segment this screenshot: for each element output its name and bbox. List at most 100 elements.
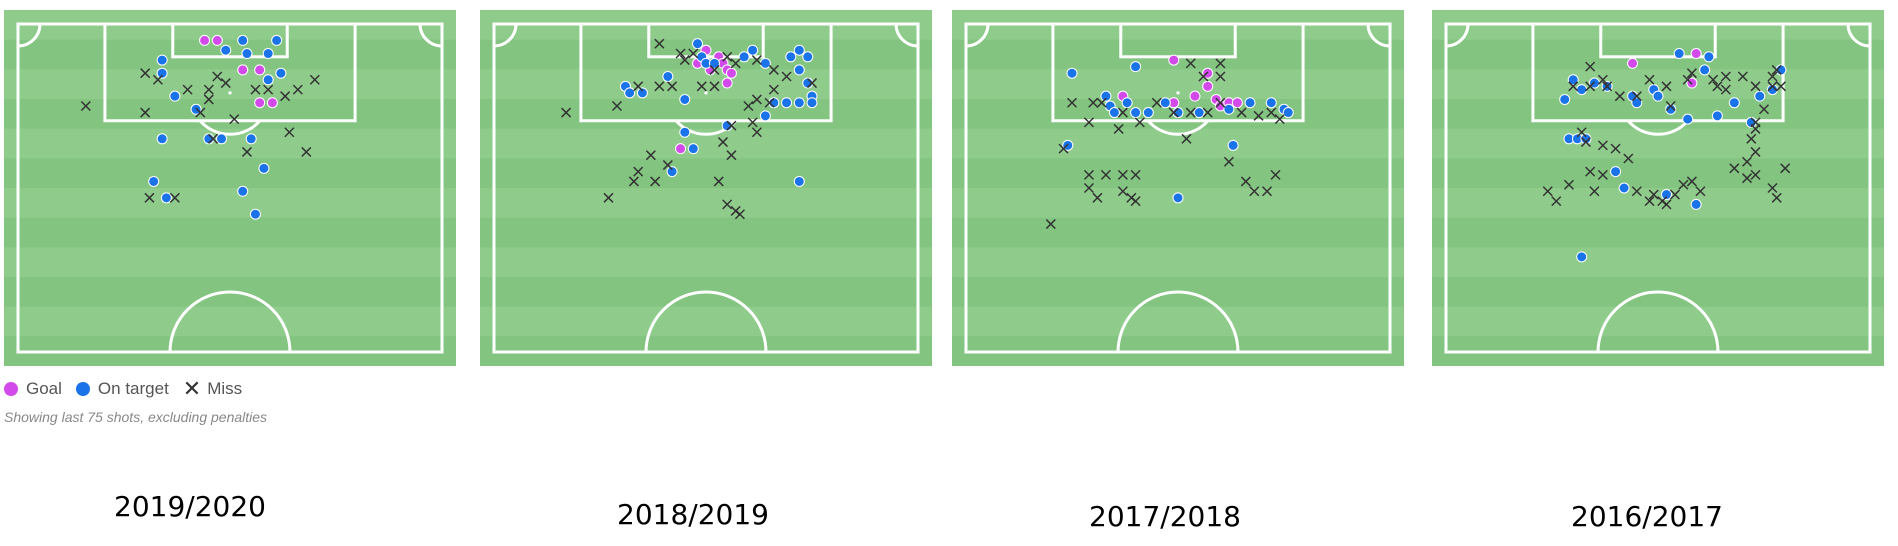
corner-arc-left	[17, 23, 42, 48]
shot-miss	[1096, 97, 1107, 108]
shot-miss	[1083, 169, 1094, 180]
shot-goal	[254, 64, 266, 76]
shot-miss	[717, 137, 728, 148]
pitch-stripe	[952, 247, 1404, 278]
shot-miss	[1580, 137, 1591, 148]
centre-circle	[168, 290, 292, 353]
shot-miss	[1185, 58, 1196, 69]
shot-miss	[1720, 84, 1731, 95]
shot-miss	[195, 107, 206, 118]
shot-miss	[1767, 71, 1778, 82]
shots-note: Showing last 75 shots, excluding penalti…	[4, 409, 268, 425]
shot-miss	[1198, 71, 1209, 82]
shot-miss	[1771, 64, 1782, 75]
shot-miss	[654, 81, 665, 92]
shot-miss	[1223, 156, 1234, 167]
shot-miss	[764, 97, 775, 108]
shot-miss	[284, 127, 295, 138]
shot-miss	[611, 100, 622, 112]
shot-on-target	[1130, 107, 1142, 119]
shot-on-target	[1711, 110, 1723, 122]
shot-on-target	[156, 54, 168, 66]
shot-miss	[806, 78, 818, 89]
pitch-stripe	[1432, 39, 1884, 70]
shot-miss	[1610, 143, 1621, 154]
shot-miss	[1767, 81, 1778, 92]
shot-goal	[1690, 48, 1702, 60]
shot-miss	[1682, 74, 1693, 85]
shot-miss	[781, 71, 792, 82]
shot-miss	[768, 64, 779, 75]
shot-miss	[1758, 104, 1770, 115]
shot-miss	[603, 192, 614, 203]
pitch-svg	[1432, 10, 1884, 366]
pitch-svg	[480, 10, 932, 366]
shot-on-target	[679, 93, 691, 105]
centre-circle	[1596, 290, 1720, 353]
shot-on-target	[237, 34, 249, 46]
shot-miss	[1266, 107, 1277, 118]
pitch-stripe	[952, 39, 1404, 70]
pitch-stripe	[952, 217, 1404, 248]
shot-miss	[1117, 107, 1128, 118]
legend-goal: Goal	[4, 379, 62, 399]
six-yard-box	[1599, 22, 1717, 59]
shot-miss	[1100, 169, 1111, 180]
shot-miss	[1644, 196, 1655, 207]
shot-miss	[645, 150, 656, 161]
shot-miss	[1181, 133, 1192, 144]
shot-miss	[1563, 179, 1574, 190]
shot-on-target	[160, 192, 172, 204]
shot-on-target	[1576, 251, 1588, 263]
shot-miss	[1215, 71, 1226, 82]
shot-on-target	[1652, 90, 1664, 102]
shot-on-target	[781, 97, 793, 109]
shot-miss	[1686, 68, 1697, 79]
shot-miss	[751, 127, 762, 138]
shot-miss	[633, 81, 644, 92]
shot-miss	[1151, 97, 1162, 108]
shot-goal	[721, 77, 733, 89]
shot-miss	[1720, 71, 1731, 82]
shot-miss	[1750, 117, 1761, 128]
pitch-stripe	[952, 69, 1404, 100]
pitch-chart-2019-2020	[4, 10, 456, 366]
pitch-stripe	[4, 99, 456, 130]
legend-on-target-label: On target	[97, 379, 169, 398]
penalty-spot	[228, 91, 232, 95]
penalty-arc	[198, 119, 262, 136]
shot-miss	[696, 81, 707, 92]
shot-on-target	[1066, 67, 1078, 79]
shot-miss	[751, 94, 762, 105]
pitch-stripe	[4, 39, 456, 70]
shot-on-target	[241, 48, 253, 60]
shot-on-target	[1618, 182, 1630, 194]
corner-arc-left	[1445, 23, 1470, 48]
shot-miss	[722, 199, 733, 210]
shot-miss	[722, 51, 733, 62]
shot-miss	[1746, 133, 1757, 144]
shot-miss	[1058, 143, 1069, 154]
shot-miss	[1695, 186, 1706, 197]
shot-on-target	[237, 185, 249, 197]
pitch-stripe	[1432, 217, 1884, 248]
shot-on-target	[148, 175, 160, 187]
shot-miss	[1092, 192, 1103, 203]
shot-miss	[152, 74, 163, 85]
shot-miss	[212, 71, 223, 82]
corner-arc-right	[1366, 23, 1391, 48]
shot-miss	[1597, 140, 1608, 151]
shot-miss	[1240, 176, 1251, 187]
shot-miss	[1665, 100, 1676, 112]
pitch-chart-2017-2018	[952, 10, 1404, 366]
shot-miss	[688, 48, 699, 59]
shot-on-target	[1282, 107, 1294, 119]
shot-miss	[734, 209, 745, 220]
shot-miss	[1750, 146, 1761, 157]
shot-on-target	[1682, 113, 1694, 125]
season-title-2017-2018: 2017/2018	[1089, 500, 1241, 533]
shot-miss	[1130, 196, 1141, 207]
shot-on-target	[1121, 97, 1133, 109]
shot-miss	[250, 84, 261, 95]
pitch-stripe	[1432, 99, 1884, 130]
